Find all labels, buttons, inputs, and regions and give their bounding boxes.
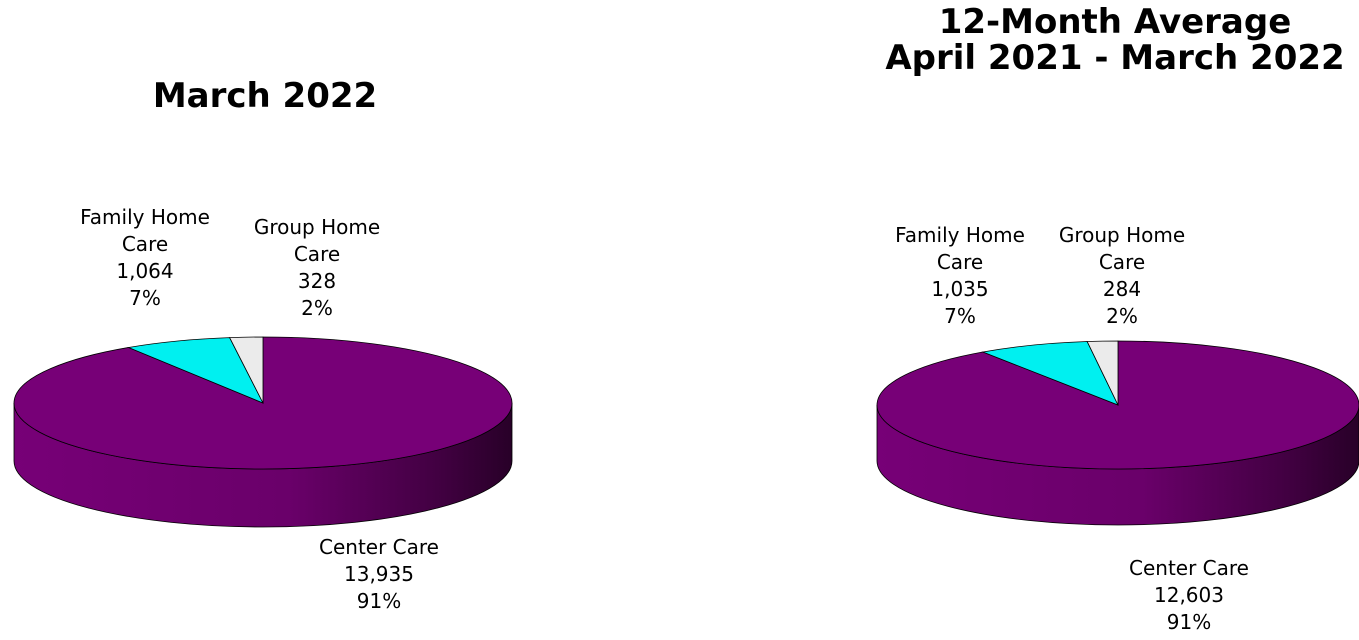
chart2-group-line2: Care bbox=[1098, 250, 1146, 274]
chart1-center-label: Center Care bbox=[319, 535, 439, 559]
chart2-group-percent: 2% bbox=[1106, 304, 1138, 328]
chart2-label-group: Group Home Care 284 2% bbox=[1047, 222, 1197, 330]
chart1-group-line2: Care bbox=[293, 242, 341, 266]
pie-slice-group-home-care bbox=[1086, 340, 1119, 406]
pie-slice-family-home-care bbox=[127, 337, 264, 404]
chart1-center-percent: 91% bbox=[356, 589, 402, 613]
chart2-family-percent: 7% bbox=[944, 304, 976, 328]
chart2-title-line1: 12-Month Average bbox=[938, 2, 1292, 42]
chart1-title: March 2022 bbox=[152, 76, 378, 116]
chart1-family-line2: Care bbox=[121, 232, 169, 256]
chart2-family-line2: Care bbox=[936, 250, 984, 274]
chart2-group-value: 284 bbox=[1102, 277, 1142, 301]
chart1-group-line1: Group Home bbox=[253, 215, 381, 239]
chart1-center-value: 13,935 bbox=[344, 562, 414, 586]
chart1-label-group: Group Home Care 328 2% bbox=[242, 214, 392, 322]
chart2-title: 12-Month Average April 2021 - March 2022 bbox=[880, 4, 1350, 76]
pie-slice-center-care bbox=[876, 340, 1359, 470]
chart2-center-value: 12,603 bbox=[1154, 583, 1224, 607]
chart1-label-family: Family Home Care 1,064 7% bbox=[70, 204, 220, 312]
chart2-center-percent: 91% bbox=[1166, 610, 1212, 634]
chart2-family-value: 1,035 bbox=[931, 277, 989, 301]
chart2-label-center: Center Care 12,603 91% bbox=[1114, 555, 1264, 636]
chart2-title-line2: April 2021 - March 2022 bbox=[885, 38, 1345, 78]
chart2-label-family: Family Home Care 1,035 7% bbox=[885, 222, 1035, 330]
chart1-family-value: 1,064 bbox=[116, 259, 174, 283]
chart2-center-label: Center Care bbox=[1129, 556, 1249, 580]
pie-slice-family-home-care bbox=[981, 341, 1119, 406]
chart1-group-value: 328 bbox=[297, 269, 337, 293]
chart1-label-center: Center Care 13,935 91% bbox=[304, 534, 454, 615]
pie-slice-group-home-care bbox=[228, 336, 264, 404]
chart1-group-percent: 2% bbox=[301, 296, 333, 320]
chart1-family-percent: 7% bbox=[129, 286, 161, 310]
chart2-group-line1: Group Home bbox=[1058, 223, 1186, 247]
chart1-family-line1: Family Home bbox=[80, 205, 210, 229]
chart2-family-line1: Family Home bbox=[895, 223, 1025, 247]
